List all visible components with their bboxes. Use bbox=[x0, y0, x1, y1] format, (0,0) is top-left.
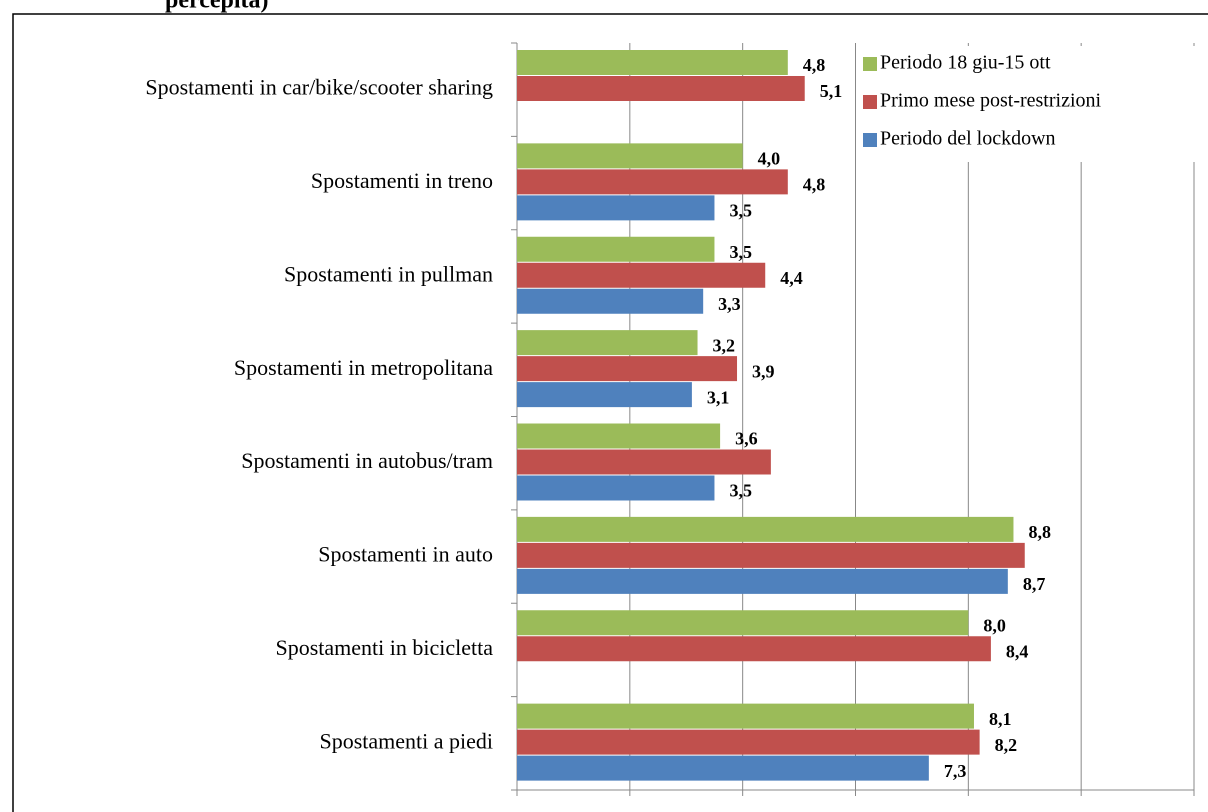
value-label: 8,4 bbox=[1006, 641, 1029, 661]
value-label: 4,8 bbox=[803, 55, 826, 75]
value-label: 3,5 bbox=[729, 481, 752, 501]
bar bbox=[517, 195, 715, 221]
value-label: 4,4 bbox=[780, 268, 803, 288]
bar bbox=[517, 236, 715, 262]
bar bbox=[517, 356, 738, 382]
legend-swatch bbox=[863, 57, 877, 71]
legend-swatch bbox=[863, 95, 877, 109]
value-label: 8,7 bbox=[1023, 574, 1045, 594]
category-label: Spostamenti in treno bbox=[311, 168, 493, 193]
bar bbox=[517, 610, 969, 636]
bar bbox=[517, 542, 1025, 568]
bar bbox=[517, 382, 692, 408]
bar bbox=[517, 729, 980, 755]
bar bbox=[517, 703, 974, 729]
legend-label: Periodo 18 giu-15 ott bbox=[880, 52, 1051, 74]
value-label: 3,1 bbox=[707, 387, 730, 407]
bar bbox=[517, 50, 788, 75]
bar bbox=[517, 516, 1014, 542]
legend-label: Periodo del lockdown bbox=[880, 128, 1056, 150]
legend-box bbox=[858, 46, 1198, 162]
bar bbox=[517, 568, 1008, 594]
bar bbox=[517, 636, 991, 662]
bar bbox=[517, 449, 771, 475]
chart-title: percepita) bbox=[165, 0, 269, 14]
bar bbox=[517, 475, 715, 501]
legend-label: Primo mese post-restrizioni bbox=[880, 90, 1102, 112]
legend-swatch bbox=[863, 133, 877, 147]
value-label: 4,8 bbox=[803, 175, 826, 195]
category-label: Spostamenti in autobus/tram bbox=[241, 448, 493, 473]
bar bbox=[517, 76, 805, 101]
value-label: 8,0 bbox=[983, 615, 1006, 635]
category-label: Spostamenti in auto bbox=[318, 542, 493, 567]
value-label: 3,6 bbox=[735, 429, 758, 449]
category-label: Spostamenti in metropolitana bbox=[234, 355, 493, 380]
value-label: 8,8 bbox=[1028, 522, 1051, 542]
value-label: 5,1 bbox=[820, 81, 843, 101]
category-label: Spostamenti in car/bike/scooter sharing bbox=[145, 75, 493, 100]
value-label: 3,3 bbox=[718, 294, 741, 314]
value-label: 3,5 bbox=[729, 201, 752, 221]
bar bbox=[517, 143, 743, 169]
category-label: Spostamenti in bicicletta bbox=[275, 635, 493, 660]
bar bbox=[517, 169, 788, 195]
category-label: Spostamenti in pullman bbox=[284, 261, 493, 286]
bar bbox=[517, 423, 721, 449]
bar bbox=[517, 755, 929, 781]
value-label: 3,9 bbox=[752, 361, 775, 381]
value-label: 8,2 bbox=[995, 735, 1018, 755]
value-label: 3,5 bbox=[729, 242, 752, 262]
value-label: 8,1 bbox=[989, 709, 1012, 729]
value-label: 3,2 bbox=[713, 335, 736, 355]
bar bbox=[517, 288, 704, 314]
category-label: Spostamenti a piedi bbox=[319, 728, 493, 753]
value-label: 7,3 bbox=[944, 761, 967, 781]
bar bbox=[517, 330, 698, 356]
bar bbox=[517, 262, 766, 288]
value-label: 4,0 bbox=[758, 149, 781, 169]
